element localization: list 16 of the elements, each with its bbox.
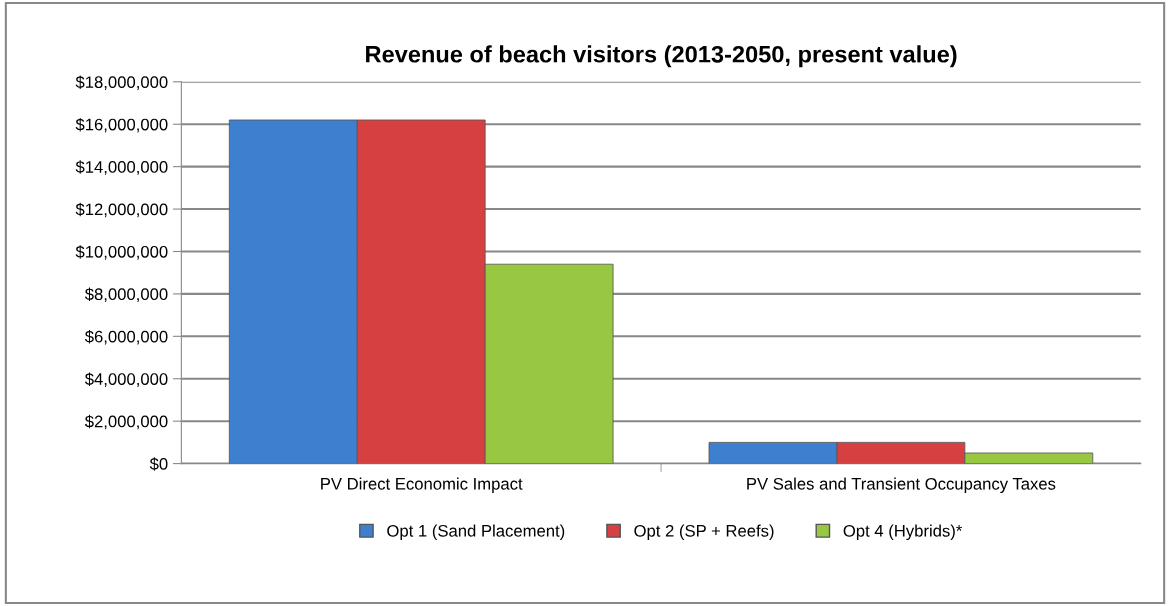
legend-label: Opt 4 (Hybrids)* xyxy=(843,524,963,541)
y-tick-label: $2,000,000 xyxy=(84,414,168,430)
y-tick-label: $18,000,000 xyxy=(75,75,168,90)
x-tick-label: PV Direct Economic Impact xyxy=(321,477,523,494)
chart-title: Revenue of beach visitors (2013-2050, present value) xyxy=(366,45,957,68)
y-tick-label: $4,000,000 xyxy=(84,372,168,387)
legend-label: Opt 2 (SP + Reefs) xyxy=(634,524,774,541)
y-tick-label: $16,000,000 xyxy=(75,117,168,133)
y-tick-label: $14,000,000 xyxy=(75,160,168,175)
y-tick-label: $0 xyxy=(149,457,168,471)
y-tick-label: $10,000,000 xyxy=(75,245,168,260)
y-tick-label: $12,000,000 xyxy=(75,202,168,218)
y-tick-label: $8,000,000 xyxy=(84,287,168,303)
x-tick-label: PV Sales and Transient Occupancy Taxes xyxy=(747,477,1056,494)
y-tick-label: $6,000,000 xyxy=(84,330,168,345)
legend-label: Opt 1 (Sand Placement) xyxy=(387,524,565,541)
